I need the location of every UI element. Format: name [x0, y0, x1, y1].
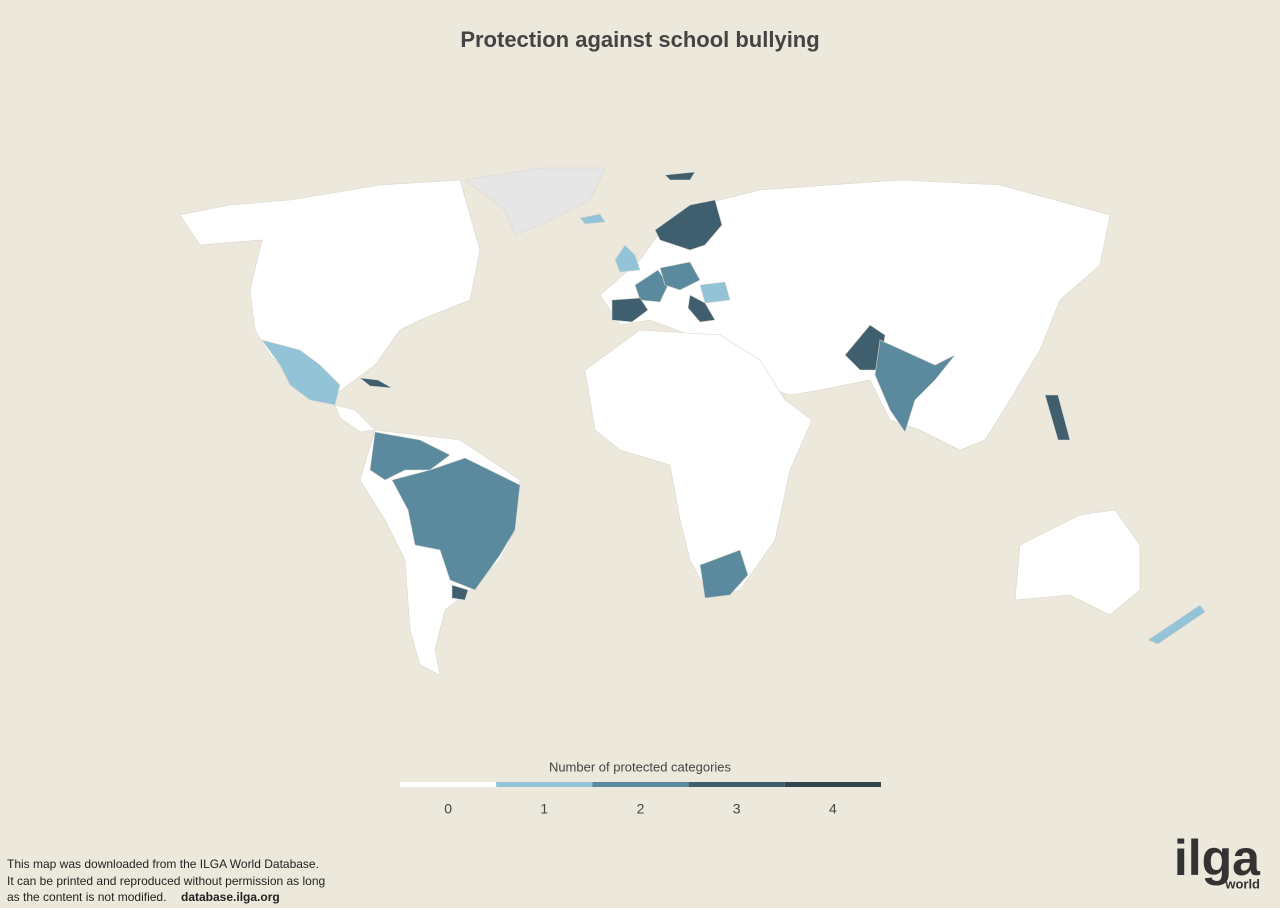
balkans — [687, 294, 716, 323]
india — [874, 339, 956, 433]
legend-swatch — [784, 782, 881, 787]
legend-label: 3 — [733, 801, 741, 817]
legend-swatch — [688, 782, 785, 787]
legend-label: 4 — [829, 801, 837, 817]
new-zealand — [1147, 604, 1206, 645]
romania — [699, 281, 731, 304]
spain — [611, 297, 649, 323]
south-africa — [699, 549, 749, 599]
legend-label: 0 — [444, 801, 452, 817]
africa — [584, 329, 813, 599]
svalbard — [664, 171, 696, 181]
world-map — [179, 167, 1206, 676]
logo: ilga — [1174, 830, 1261, 886]
cuba — [359, 377, 393, 389]
footer: This map was downloaded from the ILGA Wo… — [7, 857, 325, 904]
logo-sub: world — [1224, 876, 1260, 891]
philippines — [1044, 394, 1071, 441]
legend-swatch — [400, 782, 497, 787]
scandinavia — [654, 199, 723, 251]
footer-line: This map was downloaded from the ILGA Wo… — [7, 857, 319, 871]
legend-label: 2 — [637, 801, 645, 817]
brazil — [391, 457, 521, 591]
footer-link[interactable]: database.ilga.org — [181, 890, 280, 904]
north-america — [179, 179, 481, 396]
central-europe — [659, 261, 701, 291]
uruguay — [451, 584, 469, 601]
footer-line: as the content is not modified. — [7, 890, 166, 904]
australia — [1014, 509, 1141, 616]
map-title: Protection against school bullying — [460, 27, 819, 52]
central-america — [334, 404, 376, 433]
northern-andes — [369, 431, 451, 481]
legend-title: Number of protected categories — [549, 759, 732, 774]
iceland — [579, 213, 606, 225]
greenland — [464, 167, 606, 236]
legend-swatch — [592, 782, 689, 787]
legend: 0 1 2 3 4 — [400, 782, 881, 817]
legend-label: 1 — [540, 801, 548, 817]
france — [634, 269, 669, 303]
footer-line: It can be printed and reproduced without… — [7, 874, 325, 888]
legend-swatch — [496, 782, 593, 787]
uk — [614, 244, 641, 273]
